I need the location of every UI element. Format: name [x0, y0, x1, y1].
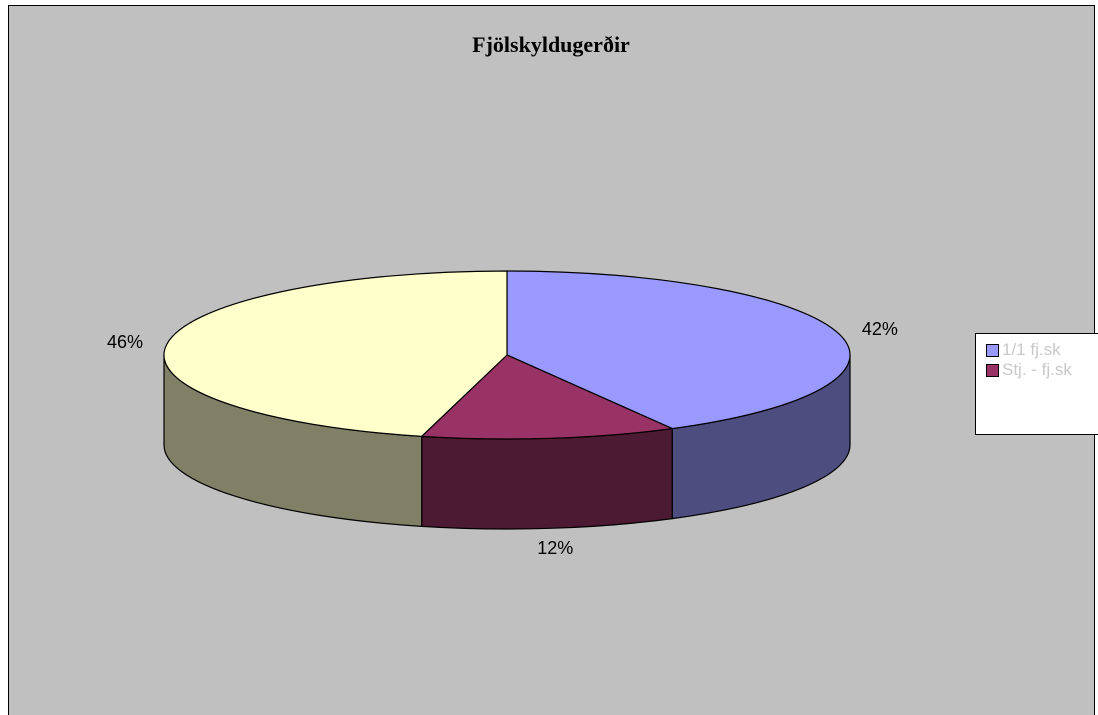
legend-label: 1/1 fj.sk: [1002, 340, 1061, 359]
data-label: 42%: [862, 319, 898, 339]
data-label: 46%: [107, 332, 143, 352]
legend-swatch: [986, 344, 999, 357]
slice: [506, 270, 851, 430]
slice-side: [421, 427, 673, 530]
chart-title: Fjölskyldugerðir: [472, 32, 630, 57]
data-label: 12%: [537, 538, 573, 558]
legend-item: Stj. - fj.sk: [986, 360, 1072, 380]
legend-swatch: [986, 364, 999, 377]
legend: 1/1 fj.sk Stj. - fj.sk: [975, 333, 1098, 435]
slice: [163, 270, 508, 437]
legend-item: 1/1 fj.sk: [986, 340, 1072, 360]
slice: [420, 354, 675, 440]
legend-label: Stj. - fj.sk: [1002, 360, 1072, 379]
